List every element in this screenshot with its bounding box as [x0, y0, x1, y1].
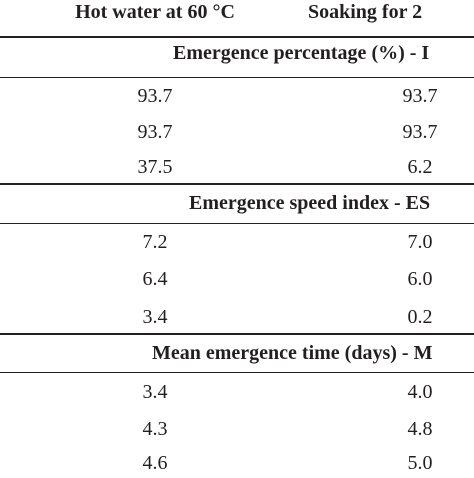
cell-hot-water: 6.4	[142, 268, 168, 290]
cell-soaking: 0.2	[407, 306, 433, 328]
table-row: 93.7 93.7	[0, 117, 474, 147]
column-header-hot-water: Hot water at 60 °C	[75, 1, 235, 23]
table-row: 7.2 7.0	[0, 227, 474, 257]
table-row: 4.6 5.0	[0, 448, 474, 478]
cell-soaking: 4.8	[407, 418, 433, 440]
table-row: 93.7 93.7	[0, 81, 474, 111]
section-divider	[0, 223, 474, 224]
table-header-row: Hot water at 60 °C Soaking for 2	[0, 0, 474, 27]
section-divider	[0, 372, 474, 373]
column-header-soaking: Soaking for 2	[308, 1, 423, 23]
table-row: 6.4 6.0	[0, 264, 474, 294]
cell-soaking: 5.0	[407, 452, 433, 474]
section-divider	[0, 77, 474, 78]
section-title-emergence-speed-index: Emergence speed index - ES	[189, 192, 431, 214]
section-title-row: Emergence speed index - ES	[0, 188, 474, 218]
header-rule	[0, 36, 474, 38]
cell-hot-water: 3.4	[142, 381, 168, 403]
cell-hot-water: 7.2	[142, 231, 168, 253]
cell-soaking: 6.2	[407, 156, 433, 178]
table-row: 37.5 6.2	[0, 152, 474, 182]
cell-soaking: 7.0	[407, 231, 433, 253]
section-title-emergence-percentage: Emergence percentage (%) - I	[173, 42, 430, 64]
cell-hot-water: 4.6	[142, 452, 168, 474]
section-title-mean-emergence-time: Mean emergence time (days) - M	[152, 342, 433, 364]
cell-hot-water: 93.7	[137, 121, 173, 143]
section-rule	[0, 183, 474, 185]
table-row: 3.4 4.0	[0, 377, 474, 407]
cell-soaking: 93.7	[402, 121, 438, 143]
section-title-row: Mean emergence time (days) - M	[0, 338, 474, 368]
cell-hot-water: 93.7	[137, 85, 173, 107]
cell-hot-water: 4.3	[142, 418, 168, 440]
section-rule	[0, 333, 474, 335]
cell-hot-water: 37.5	[137, 156, 173, 178]
cell-hot-water: 3.4	[142, 306, 168, 328]
section-title-row: Emergence percentage (%) - I	[0, 38, 474, 68]
cell-soaking: 4.0	[407, 381, 433, 403]
cell-soaking: 93.7	[402, 85, 438, 107]
cell-soaking: 6.0	[407, 268, 433, 290]
table-row: 3.4 0.2	[0, 302, 474, 332]
table-row: 4.3 4.8	[0, 414, 474, 444]
